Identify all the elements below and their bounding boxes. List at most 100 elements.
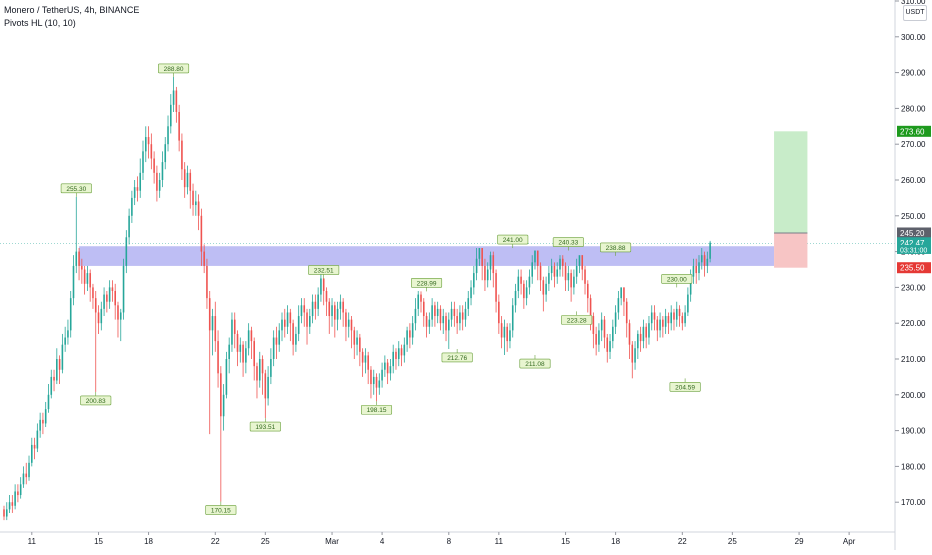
candle-body (50, 376, 53, 395)
candle-body (183, 169, 186, 188)
candle-body (498, 301, 500, 324)
candle-body (689, 276, 692, 295)
candle-body (3, 509, 5, 517)
candle-body (548, 273, 550, 284)
candle-body (386, 362, 389, 374)
candle-body (56, 359, 58, 381)
candle-body (342, 301, 344, 313)
time-tick-label: 11 (495, 537, 504, 546)
candle-body (242, 344, 244, 363)
candle-body (94, 298, 97, 313)
candle-body (478, 248, 481, 259)
candle-body (295, 333, 297, 345)
pivot-label: 230.00 (667, 276, 687, 283)
candle-body (384, 362, 386, 370)
candle-body (25, 473, 28, 478)
candle-body (542, 280, 545, 295)
candle-body (581, 255, 584, 270)
candle-body (687, 294, 689, 313)
candle-body (253, 341, 255, 367)
candle-body (367, 355, 369, 370)
price-tick-label: 220.00 (901, 319, 926, 328)
candle-body (272, 337, 275, 359)
candle-body (203, 251, 205, 266)
candle-body (334, 305, 336, 320)
candle-body (39, 419, 41, 431)
symbol-title[interactable]: Monero / TetherUS, 4h, BINANCE (4, 5, 140, 15)
candle-body (283, 319, 286, 327)
candle-body (400, 348, 403, 356)
time-tick-label: 15 (94, 537, 103, 546)
candle-body (217, 341, 219, 374)
candle-body (653, 312, 656, 320)
candle-body (89, 273, 91, 288)
indicator-title[interactable]: Pivots HL (10, 10) (4, 18, 76, 28)
candle-body (425, 316, 428, 327)
time-tick-label: 22 (678, 537, 687, 546)
candle-body (628, 323, 631, 345)
candle-body (561, 258, 564, 266)
candle-body (695, 265, 698, 274)
candle-body (464, 308, 467, 320)
candle-body (359, 337, 361, 352)
candle-body (236, 333, 239, 352)
candle-body (417, 294, 420, 309)
candle-body (36, 430, 39, 449)
candle-body (395, 351, 397, 359)
candle-body (206, 265, 208, 299)
candle-body (356, 337, 358, 345)
candle-body (33, 444, 36, 449)
pivot-label-box (661, 274, 693, 284)
candle-body (603, 319, 606, 338)
resistance-zone (79, 246, 775, 266)
time-tick-label: 18 (144, 537, 153, 546)
candle-body (606, 337, 609, 352)
pivot-label-box (249, 421, 281, 432)
time-tick-label: 29 (795, 537, 804, 546)
price-tick-label: 170.00 (901, 498, 926, 507)
candle-body (592, 316, 595, 334)
candle-body (106, 294, 108, 302)
candle-body (439, 308, 442, 324)
candle-body (325, 290, 328, 302)
candle-body (411, 323, 414, 338)
candle-body (53, 376, 55, 381)
price-tag-countdown (897, 244, 931, 254)
candle-body (153, 158, 155, 173)
candle-body (659, 319, 661, 331)
pivot-label-box (158, 63, 190, 74)
candle-body (64, 337, 66, 345)
pivot-label: 240.33 (558, 240, 578, 247)
candle-body (436, 308, 439, 317)
candle-body (556, 269, 559, 277)
price-tick-label: 290.00 (901, 69, 926, 78)
candle-body (484, 265, 486, 281)
candle-body (634, 348, 636, 363)
candle-body (267, 376, 269, 399)
candle-body (258, 359, 261, 381)
candle-body (473, 273, 475, 288)
candle-body (656, 319, 659, 331)
candle-body (150, 144, 153, 159)
candle-body (117, 305, 119, 320)
candle-body (381, 369, 383, 381)
price-tick-label: 270.00 (901, 140, 926, 149)
candle-body (448, 319, 450, 331)
candle-body (536, 250, 539, 266)
candle-body (670, 312, 672, 324)
candle-body (370, 369, 372, 385)
candle-body (339, 301, 342, 309)
candle-body (28, 462, 30, 478)
pivot-label-box (60, 183, 92, 194)
candle-body (347, 319, 350, 327)
candle-body (631, 344, 634, 363)
candle-body (350, 319, 353, 331)
time-tick-label: Apr (843, 537, 856, 546)
candle-body (314, 301, 317, 309)
currency-button[interactable]: USDT (903, 5, 927, 21)
pivot-label: 241.00 (503, 237, 523, 244)
candle-body (211, 316, 214, 331)
candle-body (125, 237, 128, 266)
